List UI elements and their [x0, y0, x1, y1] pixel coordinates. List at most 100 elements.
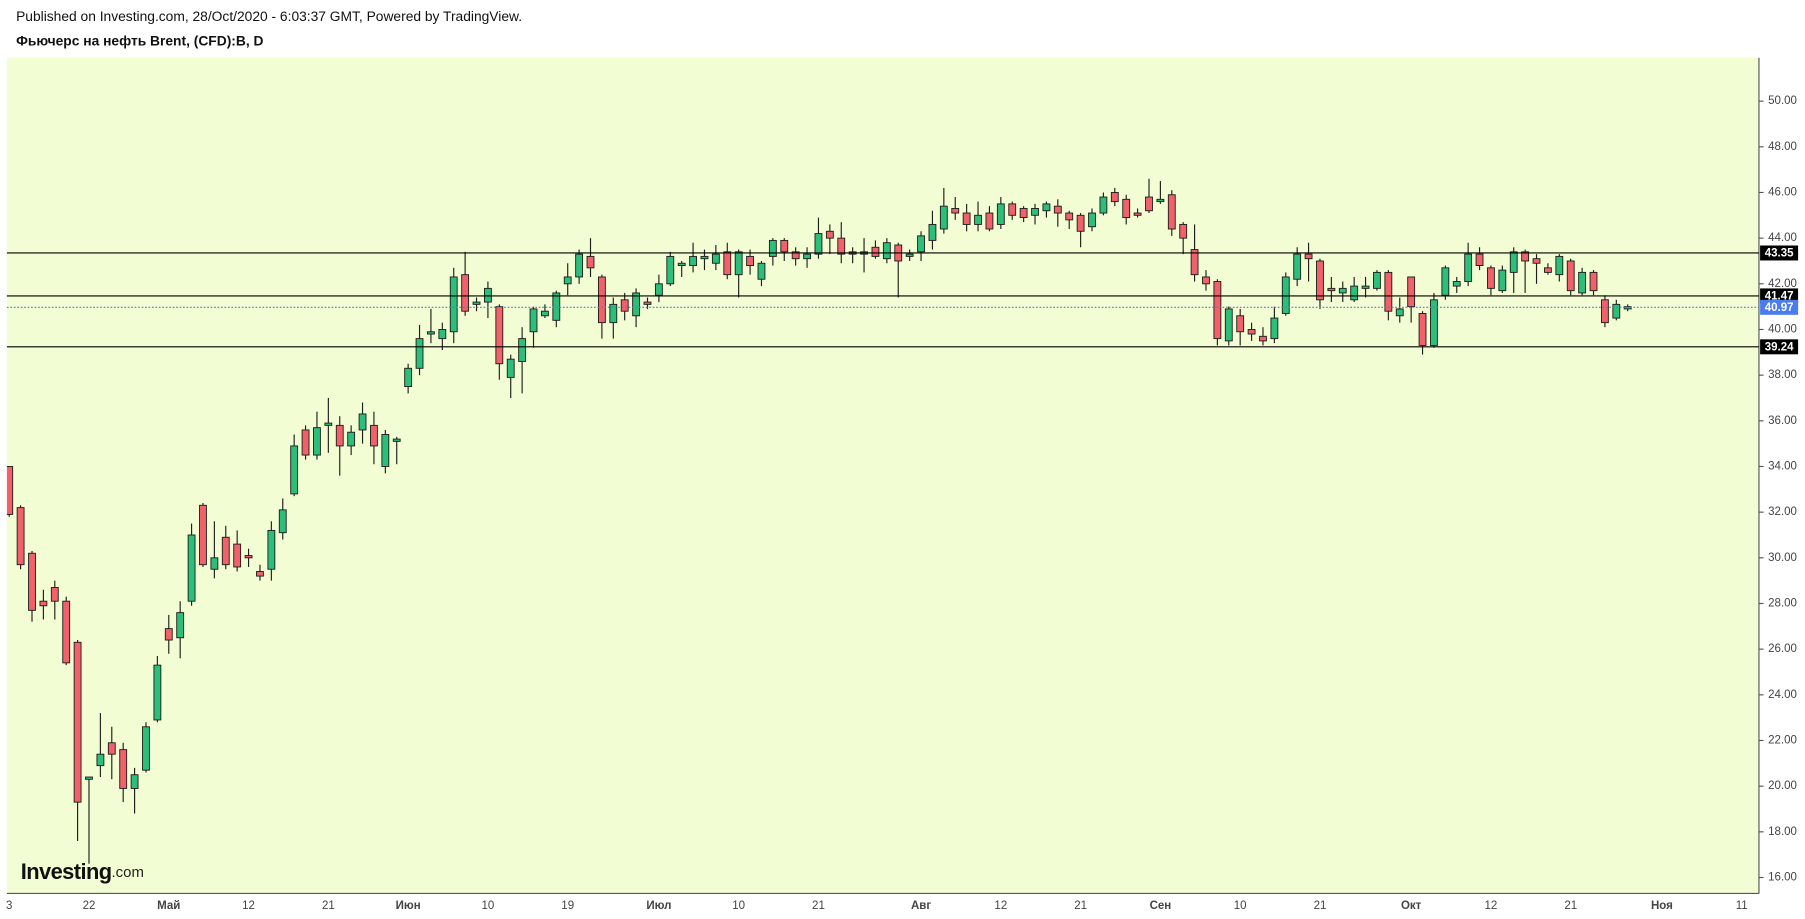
candle-body [1076, 214, 1085, 232]
candle-body [871, 246, 880, 257]
candle-body [267, 529, 276, 570]
candle-body [256, 571, 264, 577]
candle-body [107, 742, 116, 755]
candle-body [233, 543, 242, 568]
candle-body [1350, 285, 1359, 301]
candle-body [347, 431, 356, 447]
y-tick-label: 22.00 [1768, 735, 1797, 747]
candle-body [62, 600, 71, 664]
candle-body [210, 557, 219, 570]
candle-body [609, 303, 618, 324]
candle-body [142, 726, 150, 771]
candle-body [768, 239, 777, 257]
candle-body [1555, 255, 1564, 276]
candle-body [1065, 212, 1074, 221]
candle-body [1452, 281, 1461, 287]
y-tick-label: 36.00 [1768, 415, 1797, 427]
candle-body [187, 534, 196, 602]
candle-body [803, 253, 811, 260]
candle-body [415, 338, 424, 369]
x-tick-label: Май [157, 900, 180, 912]
x-tick-label: 19 [561, 900, 574, 912]
price-label: 43.35 [1765, 248, 1794, 260]
x-tick-label: 10 [1234, 900, 1247, 912]
candle-body [825, 230, 834, 239]
y-tick-label: 48.00 [1768, 141, 1797, 153]
candle-body [552, 292, 561, 321]
y-tick-label: 18.00 [1768, 826, 1797, 838]
candle-body [1430, 299, 1438, 346]
candle-body [484, 287, 492, 303]
candle-body [358, 413, 367, 431]
y-tick-label: 26.00 [1768, 643, 1797, 655]
chart-title: Фьючерс на нефть Brent, (CFD):B, D [16, 32, 263, 48]
candle-body [1202, 276, 1210, 285]
candle-body [951, 207, 960, 214]
candle-body [723, 251, 732, 276]
candle-body [119, 749, 128, 789]
candle-body [734, 251, 743, 276]
candle-body [449, 276, 458, 333]
candle-body [16, 507, 25, 566]
candle-body [85, 776, 93, 780]
candle-body [814, 233, 823, 255]
price-label-box [1760, 299, 1799, 315]
candle-body [1373, 271, 1381, 289]
candle-body [837, 237, 846, 255]
candle-body [1190, 249, 1199, 276]
candle-body [39, 600, 48, 607]
candle-body [939, 205, 948, 230]
candle-body [221, 536, 230, 566]
candle-body [1498, 269, 1507, 292]
x-tick-label: 21 [1074, 900, 1087, 912]
candle-body [381, 434, 390, 467]
x-tick-label: Июл [646, 900, 671, 912]
candle-body [700, 255, 709, 260]
y-tick-label: 16.00 [1768, 872, 1797, 884]
candle-body [1145, 196, 1153, 212]
candle-body [575, 253, 584, 278]
candle-body [917, 235, 925, 253]
x-tick-label: 21 [1564, 900, 1577, 912]
candle-body [313, 427, 321, 456]
candle-body [1578, 271, 1587, 294]
y-tick-label: 32.00 [1768, 506, 1797, 518]
candle-body [1304, 253, 1313, 260]
price-label: 40.97 [1765, 302, 1794, 314]
candle-body [1156, 198, 1165, 203]
candle-body [1088, 212, 1096, 228]
candle-body [28, 552, 36, 611]
x-tick-label: Окт [1401, 900, 1422, 912]
candle-body [586, 255, 595, 269]
candle-body [1589, 271, 1598, 292]
x-tick-label: 11 [1736, 900, 1748, 912]
candle-body [757, 262, 766, 280]
candle-body [540, 310, 549, 317]
candle-body [632, 292, 641, 317]
candle-body [164, 628, 173, 641]
candle-body [96, 753, 105, 767]
candle-body [1395, 308, 1404, 317]
x-tick-label: 21 [812, 900, 825, 912]
candle-body [1521, 251, 1530, 262]
y-tick-label: 30.00 [1768, 552, 1797, 564]
candle-body [996, 203, 1005, 225]
x-tick-label: 21 [322, 900, 335, 912]
candle-body [1544, 267, 1552, 273]
candle-body [73, 641, 82, 803]
x-tick-label: 12 [1485, 900, 1498, 912]
candle-body [1167, 194, 1176, 230]
x-tick-label: 12 [242, 900, 255, 912]
candle-body [1281, 276, 1290, 314]
y-tick-label: 38.00 [1768, 369, 1797, 381]
candle-body [677, 262, 686, 267]
candle-body [1122, 198, 1131, 219]
candle-body [506, 358, 515, 378]
price-label-box [1760, 288, 1799, 304]
y-tick-label: 50.00 [1768, 95, 1797, 107]
candle-body [1600, 299, 1609, 324]
candle-body [928, 223, 937, 241]
published-note: Published on Investing.com, 28/Oct/2020 … [16, 8, 522, 24]
